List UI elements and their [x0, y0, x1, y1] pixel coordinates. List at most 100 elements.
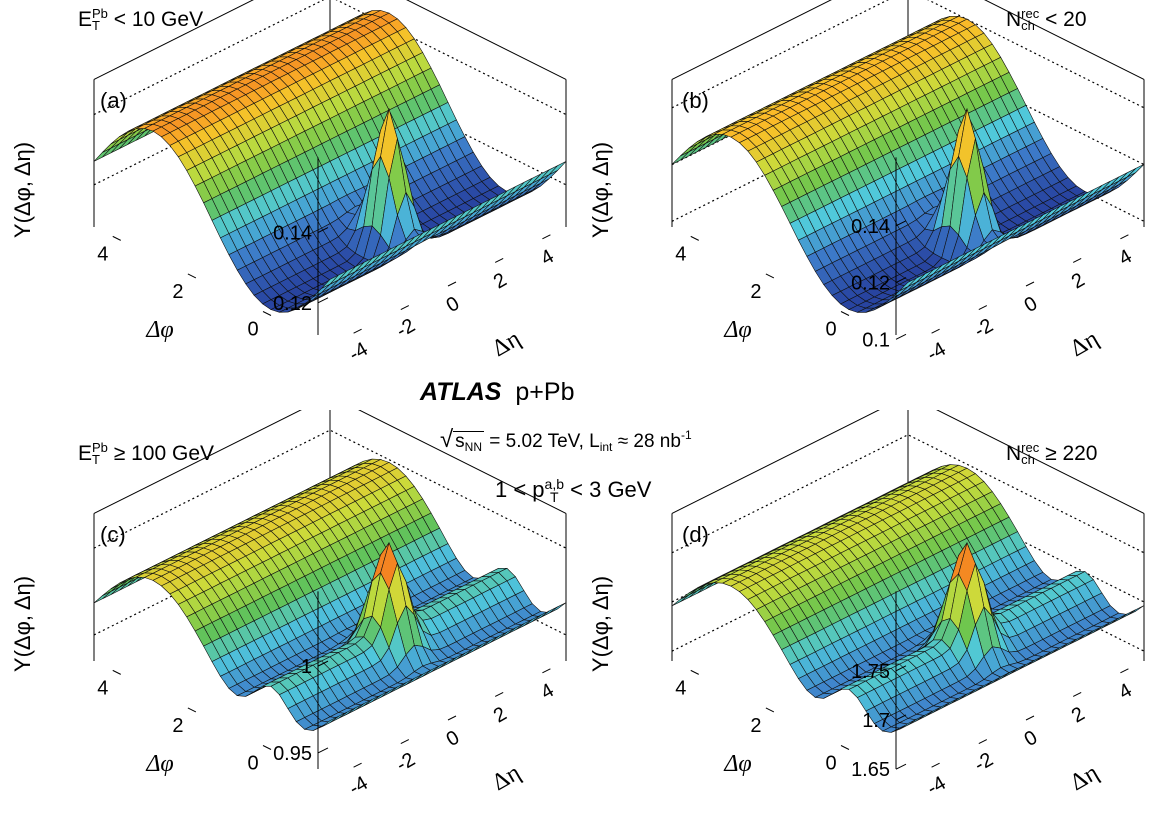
x-tick	[262, 745, 272, 750]
panel-b: 0.1 0.12 0.14 Y(Δφ, Δη) 0 2 4 Δφ -4 -2 0 2 4 Δη (b) N…	[578, 0, 1156, 410]
x-axis-label: Δφ	[723, 751, 751, 777]
lumi-value: ≈ 28 nb	[617, 431, 681, 452]
surface-mesh: 0.1 0.12 0.14 Y(Δφ, Δη) 0 2 4 Δφ -4 -2 0 2 4 Δη	[588, 0, 1145, 366]
condition-sup: rec	[1021, 440, 1040, 456]
surface-cell	[321, 716, 339, 728]
x-tick	[112, 235, 121, 241]
surface-plot-c: 0.95 1 Y(Δφ, Δη) 0 2 4 Δφ -4 -2 0 2 4 Δη	[10, 410, 567, 800]
x-tick	[765, 707, 775, 713]
condition-text: ≥ 100 GeV	[113, 442, 215, 465]
y-tick	[400, 739, 410, 745]
surface-cell	[1126, 164, 1145, 178]
x-tick-label: 2	[172, 715, 183, 737]
x-axis-label: Δφ	[723, 317, 751, 343]
panel-label: (b)	[682, 88, 709, 113]
z-tick	[895, 333, 907, 340]
x-tick	[690, 235, 699, 241]
condition-text: < 10 GeV	[113, 8, 204, 31]
z-tick	[895, 277, 907, 284]
panel-label: (a)	[100, 88, 127, 113]
z-axis-label: Y(Δφ, Δη)	[10, 576, 35, 672]
y-tick-label: 4	[537, 679, 558, 704]
panel-c: 0.95 1 Y(Δφ, Δη) 0 2 4 Δφ -4 -2 0 2 4 Δη (c) E Pb T ≥ …	[0, 410, 578, 820]
condition-sub: ch	[1021, 18, 1035, 34]
panel-d: 1.65 1.7 1.75 Y(Δφ, Δη) 0 2 4 Δφ -4 -2 0 2 4 Δη (d) N…	[578, 410, 1156, 820]
lumi-sub: int	[599, 440, 613, 454]
condition-var: N	[1006, 8, 1022, 31]
surface-cell	[321, 274, 339, 289]
condition-sub: ch	[1021, 452, 1035, 468]
condition-sup: Pb	[92, 6, 108, 22]
z-tick	[317, 227, 329, 233]
x-tick	[187, 707, 197, 713]
x-tick-label: 4	[97, 243, 108, 265]
y-tick	[494, 257, 504, 263]
z-tick	[317, 297, 329, 304]
y-tick-label: -4	[923, 772, 949, 800]
z-axis-label: Y(Δφ, Δη)	[588, 142, 613, 238]
y-tick-label: 2	[1068, 269, 1089, 294]
surface-plot-a: 0.12 0.14 Y(Δφ, Δη) 0 2 4 Δφ -4 -2 0 2 4 Δη	[10, 0, 567, 366]
pt-suffix: < 3 GeV	[570, 477, 652, 502]
z-tick	[895, 763, 907, 770]
y-tick	[1025, 281, 1035, 287]
y-tick	[978, 739, 988, 745]
z-tick-label: 0.12	[851, 273, 890, 295]
z-tick-label: 0.95	[273, 743, 312, 765]
panel-label: (d)	[682, 522, 709, 547]
axis-edge	[93, 410, 567, 514]
y-tick-label: 4	[537, 245, 558, 270]
z-tick	[895, 665, 907, 672]
condition-var: E	[78, 8, 93, 31]
y-tick	[542, 668, 551, 674]
surface-plot-b: 0.1 0.12 0.14 Y(Δφ, Δη) 0 2 4 Δφ -4 -2 0 2 4 Δη	[588, 0, 1145, 366]
y-tick-label: 2	[490, 703, 511, 728]
surface-mesh: 1.65 1.7 1.75 Y(Δφ, Δη) 0 2 4 Δφ -4 -2 0 2 4 Δη	[588, 410, 1145, 800]
x-axis-label: Δφ	[145, 317, 173, 343]
y-tick-label: 0	[1021, 292, 1042, 317]
y-axis-label: Δη	[488, 326, 525, 363]
surface-plot-d: 1.65 1.7 1.75 Y(Δφ, Δη) 0 2 4 Δφ -4 -2 0 2 4 Δη	[588, 410, 1145, 800]
z-axis-label: Y(Δφ, Δη)	[10, 142, 35, 238]
y-tick	[1120, 234, 1129, 240]
y-tick	[1072, 257, 1082, 263]
z-axis-label: Y(Δφ, Δη)	[588, 576, 613, 672]
condition-var: E	[78, 442, 93, 465]
z-tick	[317, 747, 329, 754]
x-tick	[690, 669, 699, 675]
y-tick	[353, 328, 362, 334]
surface-cell	[671, 594, 690, 607]
y-tick	[978, 305, 988, 311]
x-tick-label: 0	[825, 753, 836, 775]
axis-edge	[671, 410, 1145, 514]
y-tick	[353, 762, 362, 768]
x-tick-label: 0	[247, 319, 258, 341]
panel-a: 0.12 0.14 Y(Δφ, Δη) 0 2 4 Δφ -4 -2 0 2 4 Δη (a) E Pb T…	[0, 0, 578, 410]
y-tick-label: -2	[971, 748, 997, 776]
y-tick	[494, 691, 504, 697]
x-tick-label: 2	[172, 281, 183, 303]
z-tick-label: 0.14	[273, 223, 312, 245]
y-axis-label: Δη	[1066, 326, 1103, 363]
x-tick	[262, 311, 272, 316]
atlas-label: ATLAS	[420, 378, 502, 406]
y-tick-label: -2	[971, 314, 997, 342]
condition-text: < 20	[1045, 8, 1087, 31]
z-tick-label: 1.65	[851, 759, 890, 781]
y-tick-label: 2	[1068, 703, 1089, 728]
condition-sub: T	[92, 18, 100, 34]
y-tick	[447, 715, 457, 721]
condition-text: ≥ 220	[1045, 442, 1098, 465]
y-tick	[400, 305, 410, 311]
axis-edge	[671, 0, 1145, 80]
collision-system: p+Pb	[515, 378, 575, 406]
y-tick-label: -4	[345, 772, 371, 800]
z-tick-label: 1	[301, 656, 312, 678]
surface-cell	[899, 719, 917, 730]
surface-cell	[548, 161, 567, 175]
x-tick	[840, 745, 850, 750]
panel-label: (c)	[100, 522, 126, 547]
x-tick	[840, 311, 850, 316]
x-tick-label: 4	[97, 677, 108, 699]
